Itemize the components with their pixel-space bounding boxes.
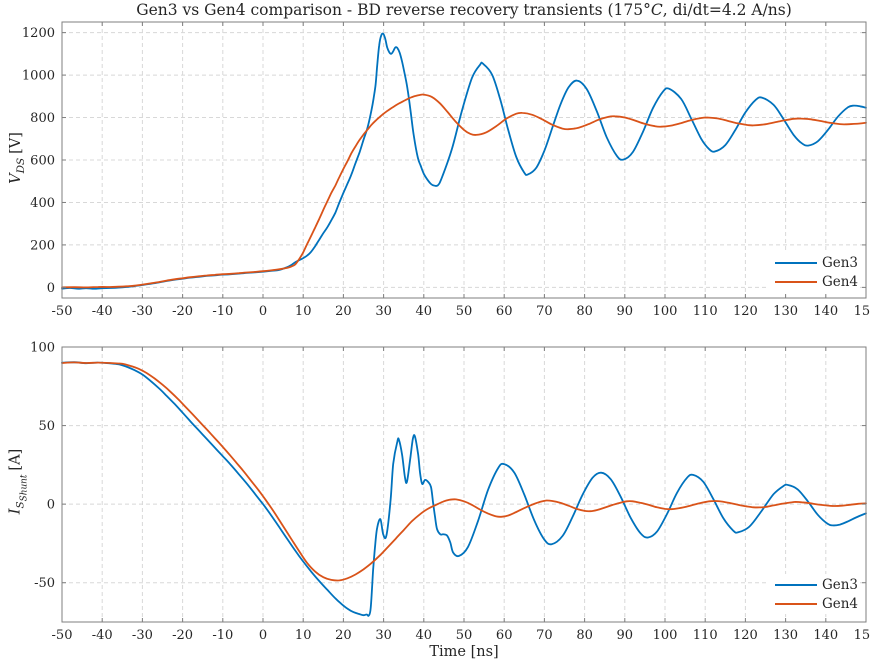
- title-tail: , di/dt=4.2 A/ns): [662, 1, 792, 19]
- plot-top: -50 -40 -30 -20 -10 0 10 20 30 40 50 60 70 80 90 100 110…: [22, 21, 870, 319]
- x-tick-label: 100: [653, 628, 678, 643]
- x-tick-label: 80: [576, 304, 593, 319]
- x-tick-label: 70: [536, 628, 553, 643]
- gen3-line-swatch: [774, 261, 817, 264]
- x-axis-label: Time [ns]: [429, 644, 499, 660]
- legend-top: Gen3 Gen4: [768, 252, 860, 292]
- legend-entry-gen3: Gen3: [774, 575, 858, 594]
- y-tick-label: 0: [47, 498, 55, 513]
- y-axis-label-top: VDS [V]: [8, 88, 27, 228]
- ylabel-top-var: V: [8, 173, 24, 184]
- y-tick-label: 0: [47, 281, 55, 296]
- x-tick-label: 40: [416, 628, 433, 643]
- y-axis-label-bottom: ISShunt [A]: [7, 411, 30, 551]
- gen3-line-swatch: [774, 583, 817, 586]
- ylabel-bottom-unit: [A]: [7, 448, 24, 471]
- x-tick-label: 150: [854, 304, 870, 319]
- x-tick-label: -40: [92, 304, 113, 319]
- x-tick-label: -30: [132, 628, 153, 643]
- y-tick-label: 200: [30, 238, 55, 253]
- x-tick-label: 110: [693, 304, 718, 319]
- x-tick-label: -30: [132, 304, 153, 319]
- x-tick-label: 0: [259, 628, 267, 643]
- x-tick-label: 40: [416, 304, 433, 319]
- x-tick-label: 60: [496, 628, 513, 643]
- y-tick-label: 50: [38, 419, 55, 434]
- x-tick-label: -50: [52, 628, 73, 643]
- series-line-gen3: [61, 361, 867, 617]
- legend-entry-gen3: Gen3: [774, 253, 858, 272]
- x-tick-label: -40: [92, 628, 113, 643]
- ylabel-top-unit: [V]: [8, 132, 24, 154]
- legend-entry-gen4: Gen4: [774, 594, 858, 613]
- title-italic-c: C: [650, 1, 663, 19]
- gen4-line-swatch: [774, 280, 817, 283]
- ylabel-top-sub: DS: [14, 157, 27, 174]
- x-tick-label: 10: [295, 628, 312, 643]
- plot-bottom: -50 -40 -30 -20 -10 0 10 20 30 40 50 60 70 80 90 100 110…: [30, 341, 870, 644]
- x-tick-label: 50: [456, 304, 473, 319]
- legend-entry-gen4: Gen4: [774, 272, 858, 291]
- x-tick-label: 30: [375, 304, 392, 319]
- x-tick-label: -20: [172, 304, 193, 319]
- x-tick-label: 60: [496, 304, 513, 319]
- x-tick-label: 140: [813, 628, 838, 643]
- y-tick-label: 1200: [22, 26, 55, 41]
- y-tick-label: -50: [34, 576, 55, 591]
- ylabel-bottom-var: I: [7, 508, 24, 515]
- y-tick-label: 600: [30, 154, 55, 169]
- x-tick-label: 140: [813, 304, 838, 319]
- x-tick-label: -10: [212, 304, 233, 319]
- x-tick-label: 90: [617, 628, 634, 643]
- x-tick-label: 120: [733, 628, 758, 643]
- x-tick-label: -50: [52, 304, 73, 319]
- x-tick-label: 130: [773, 304, 798, 319]
- x-tick-label: -10: [212, 628, 233, 643]
- x-tick-label: 30: [375, 628, 392, 643]
- legend-label-gen3: Gen3: [821, 254, 858, 271]
- x-tick-label: 120: [733, 304, 758, 319]
- x-tick-label: 110: [693, 628, 718, 643]
- title-text: Gen3 vs Gen4 comparison - BD reverse rec…: [136, 1, 651, 19]
- gen4-line-swatch: [774, 602, 817, 605]
- x-tick-label: 20: [335, 628, 352, 643]
- series-line-gen4: [61, 361, 867, 582]
- legend-label-gen3: Gen3: [821, 576, 858, 593]
- ylabel-bottom-subsub: Shunt: [19, 474, 30, 502]
- x-tick-label: 20: [335, 304, 352, 319]
- chart-title: Gen3 vs Gen4 comparison - BD reverse rec…: [62, 1, 866, 19]
- y-tick-label: 1000: [22, 69, 55, 84]
- x-tick-label: 130: [773, 628, 798, 643]
- y-tick-label: 100: [30, 341, 55, 356]
- series-line-gen4: [61, 93, 867, 289]
- x-tick-label: -20: [172, 628, 193, 643]
- legend-label-gen4: Gen4: [821, 273, 858, 290]
- y-tick-label: 400: [30, 196, 55, 211]
- x-tick-label: 80: [576, 628, 593, 643]
- y-tick-label: 800: [30, 111, 55, 126]
- legend-bottom: Gen3 Gen4: [768, 574, 860, 614]
- x-tick-label: 50: [456, 628, 473, 643]
- legend-label-gen4: Gen4: [821, 595, 858, 612]
- x-tick-label: 90: [617, 304, 634, 319]
- x-tick-label: 0: [259, 304, 267, 319]
- x-tick-label: 150: [854, 628, 870, 643]
- x-tick-label: 70: [536, 304, 553, 319]
- x-tick-label: 10: [295, 304, 312, 319]
- x-tick-label: 100: [653, 304, 678, 319]
- ylabel-bottom-sub: S: [14, 501, 27, 509]
